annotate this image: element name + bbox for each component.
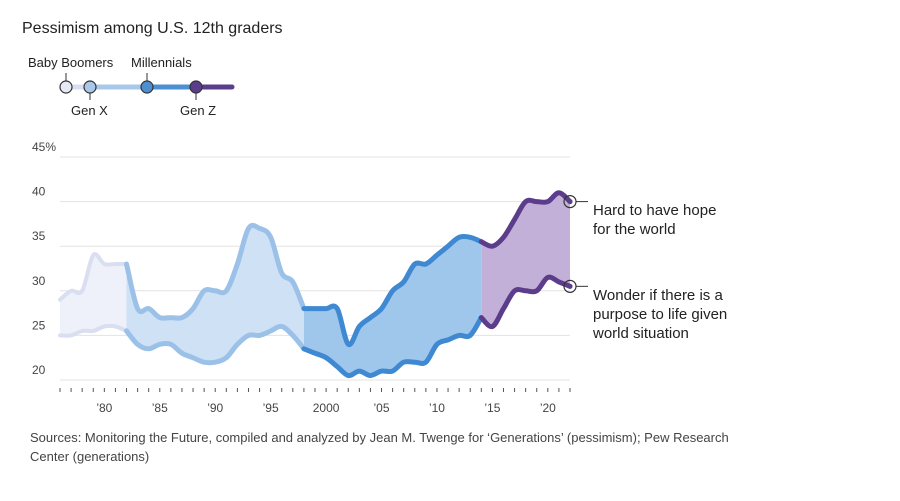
legend-label: Gen X (71, 103, 108, 118)
line-hope-boomers (58, 252, 129, 302)
line-hope-millennials (301, 233, 484, 348)
axes: 20 25 30 35 40 45% ’80 ’85 ’90 ’95 2000 ’05 ’10 ’15 ’2… (32, 140, 571, 415)
legend-label: Baby Boomers (28, 55, 114, 70)
annotations: Hard to have hope for the world Wonder if … (563, 195, 727, 342)
legend-label: Millennials (131, 55, 192, 70)
line-purpose-genx (124, 323, 307, 366)
line-purpose-boomers (58, 323, 129, 338)
x-tick-label: ’15 (484, 401, 500, 415)
series-lines (58, 190, 573, 379)
legend-marker (140, 80, 154, 94)
x-tick-label: ’20 (540, 401, 556, 415)
x-tick-label: 2000 (313, 401, 340, 415)
y-tick-label: 35 (32, 229, 46, 243)
x-tick-label: ’80 (96, 401, 112, 415)
legend-label: Gen Z (180, 103, 216, 118)
line-hope-genz (478, 190, 573, 249)
x-tick-label: ’85 (152, 401, 168, 415)
area-genx (126, 225, 304, 363)
x-tick-label: ’90 (207, 401, 223, 415)
annotation-hope: Hard to have hope (593, 202, 716, 219)
annotation-hope: for the world (593, 221, 676, 238)
area-boomers (60, 254, 127, 336)
y-tick-label: 45% (32, 140, 56, 154)
annotation-purpose: world situation (592, 325, 689, 342)
source-note: Sources: Monitoring the Future, compiled… (30, 430, 729, 464)
area-genz (481, 192, 570, 327)
legend-marker (189, 80, 203, 94)
y-tick-label: 20 (32, 363, 46, 377)
legend-marker (83, 80, 97, 94)
annotation-purpose: Wonder if there is a (593, 287, 723, 304)
purpose-end-marker-dot (567, 283, 573, 289)
x-tick-label: ’95 (263, 401, 279, 415)
line-hope-genx (124, 222, 307, 321)
annotation-purpose: purpose to life given (593, 306, 727, 323)
line-purpose-genz (478, 274, 573, 330)
line-purpose-millennials (301, 315, 484, 379)
generation-legend: Baby Boomers Gen X Millennials Gen Z (28, 55, 235, 118)
x-tick-label: ’05 (374, 401, 390, 415)
legend-marker (59, 80, 73, 94)
y-tick-label: 25 (32, 318, 46, 332)
area-millennials (303, 236, 482, 376)
x-tick-label: ’10 (429, 401, 445, 415)
hope-end-marker-dot (567, 199, 573, 205)
y-tick-label: 30 (32, 274, 46, 288)
y-tick-label: 40 (32, 185, 46, 199)
generation-areas (60, 192, 570, 376)
chart-title: Pessimism among U.S. 12th graders (22, 20, 283, 37)
